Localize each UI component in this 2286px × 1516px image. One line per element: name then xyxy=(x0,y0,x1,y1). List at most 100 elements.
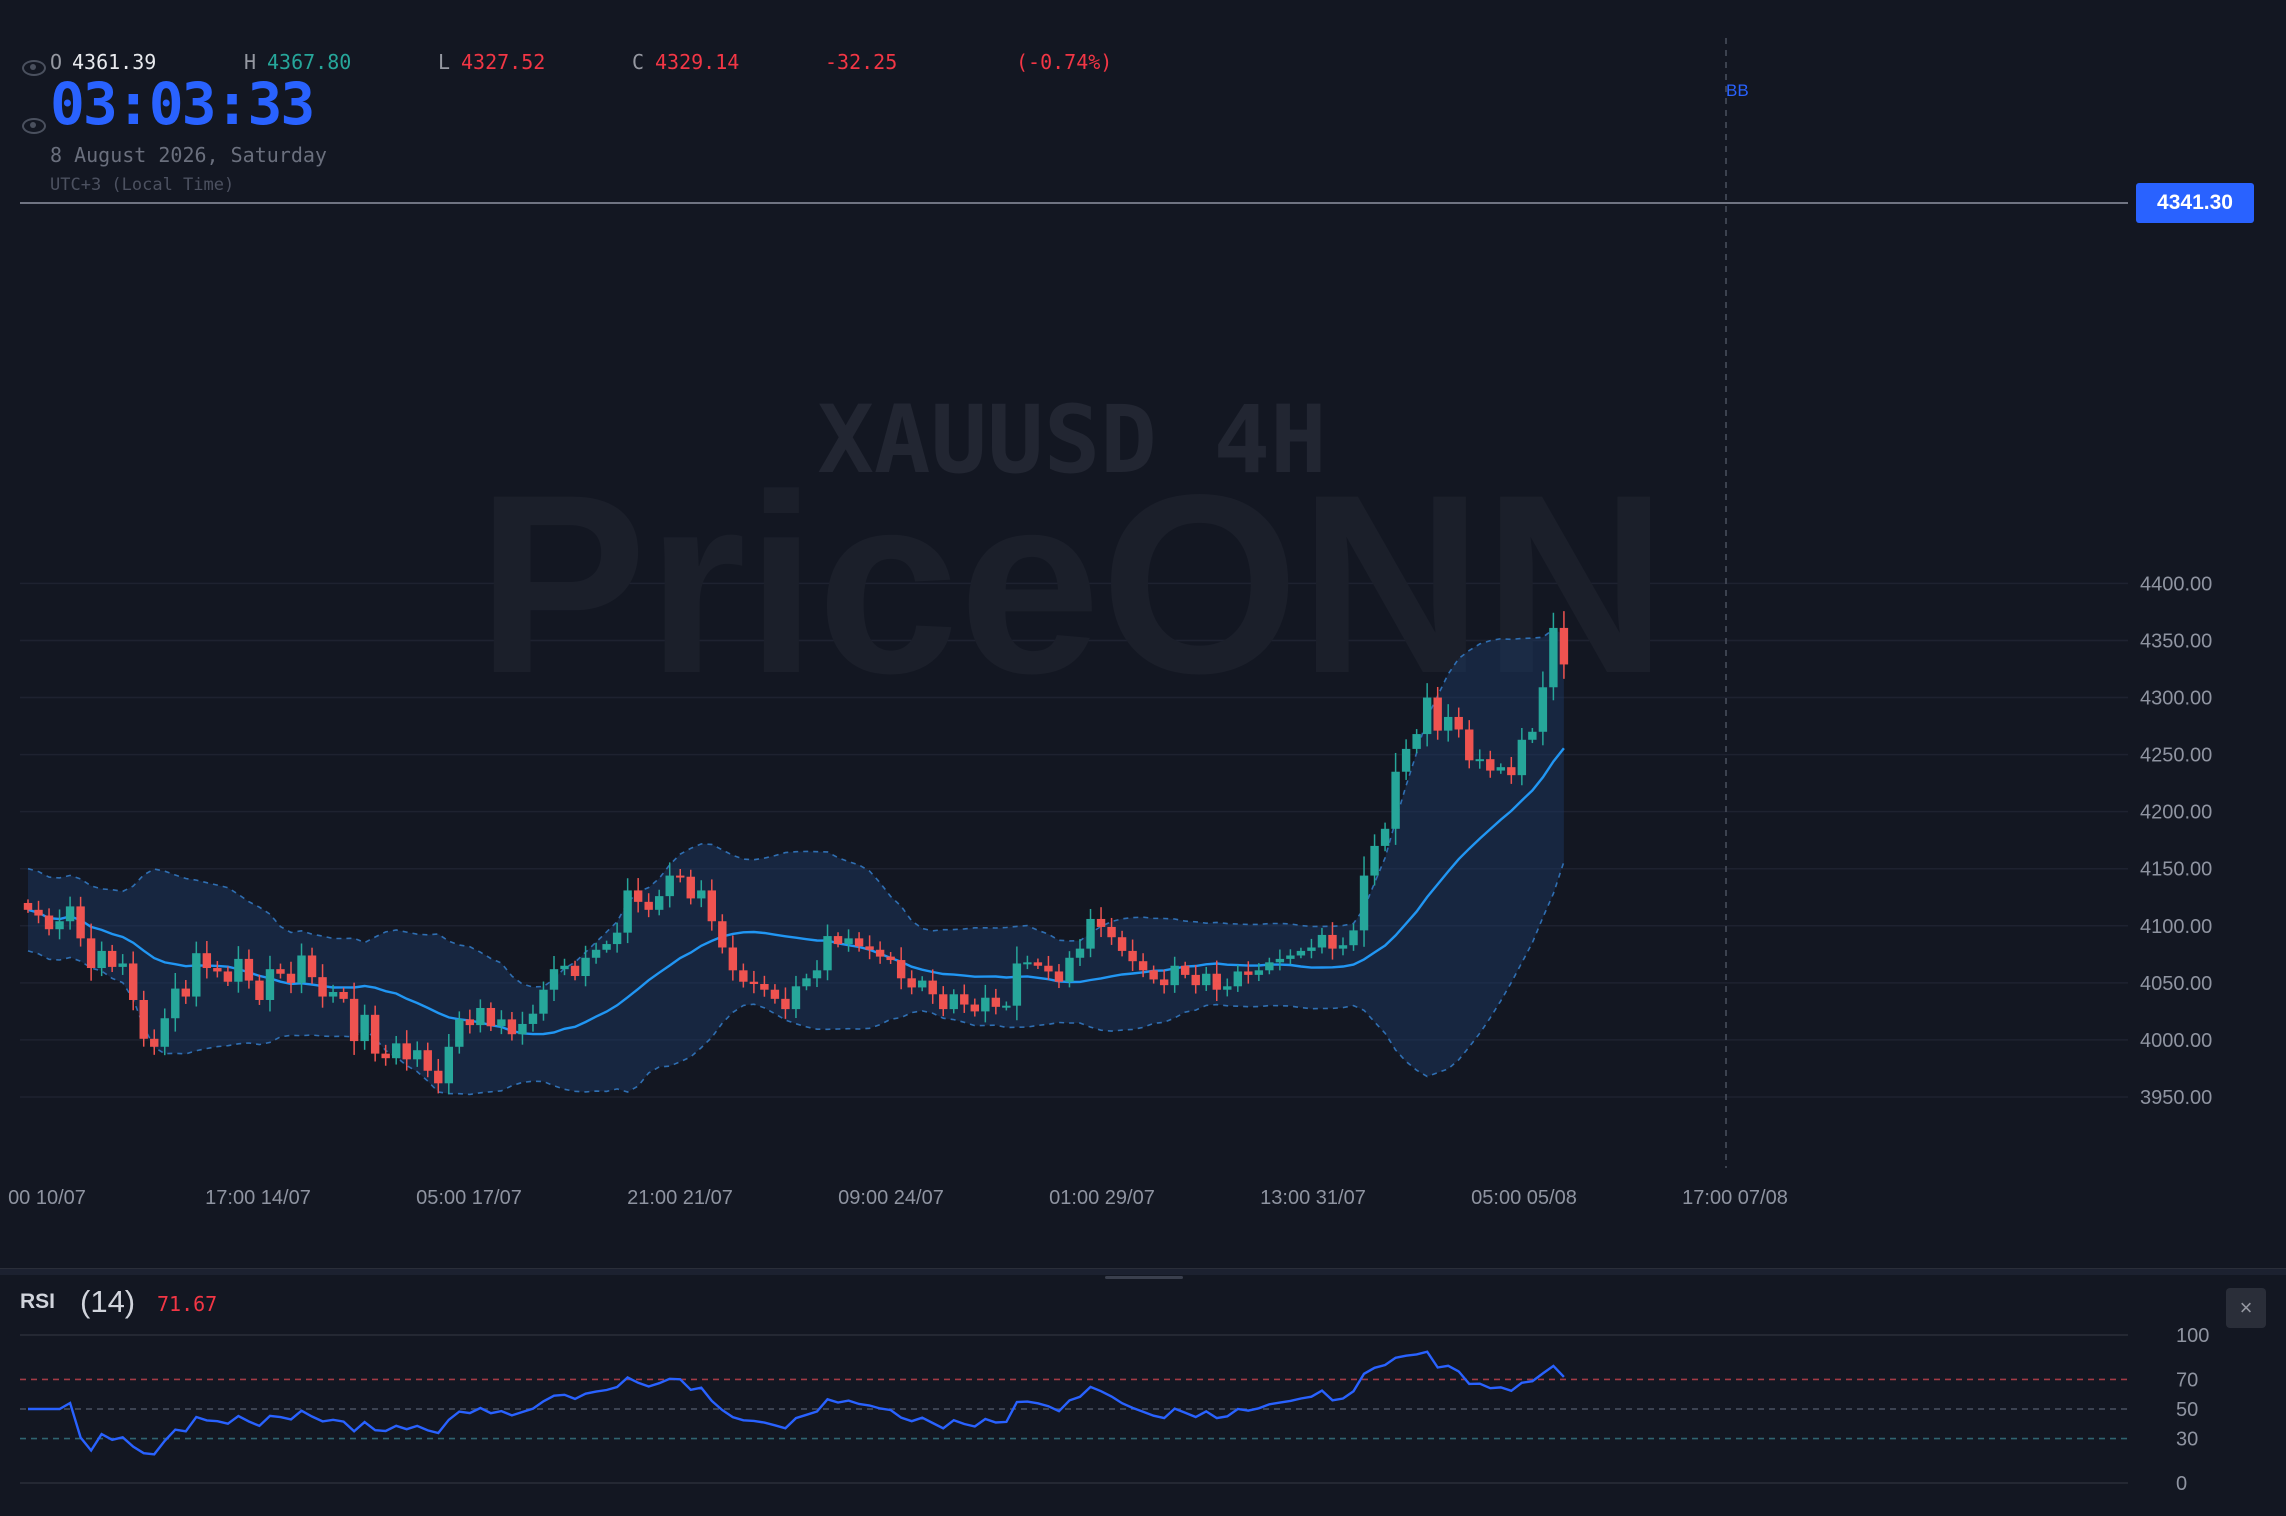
candle[interactable] xyxy=(297,943,306,994)
candle[interactable] xyxy=(1391,752,1400,845)
candle[interactable] xyxy=(991,988,1001,1015)
candle[interactable] xyxy=(1275,949,1285,971)
candle[interactable] xyxy=(1033,958,1043,970)
candle[interactable] xyxy=(1159,969,1169,994)
candle[interactable] xyxy=(328,984,338,1003)
candle[interactable] xyxy=(823,924,832,981)
candle[interactable] xyxy=(570,960,580,981)
candle[interactable] xyxy=(697,880,706,908)
candle[interactable] xyxy=(949,989,958,1014)
candle[interactable] xyxy=(539,981,548,1021)
candle[interactable] xyxy=(1065,951,1074,988)
candle[interactable] xyxy=(107,944,117,973)
candle[interactable] xyxy=(781,987,790,1019)
candle[interactable] xyxy=(1454,707,1463,738)
candle[interactable] xyxy=(728,935,738,981)
candle[interactable] xyxy=(791,975,801,1019)
candle[interactable] xyxy=(465,1009,475,1034)
candle[interactable] xyxy=(854,932,864,952)
candle[interactable] xyxy=(623,878,632,944)
candle[interactable] xyxy=(896,947,906,990)
candle[interactable] xyxy=(602,940,611,953)
candle[interactable] xyxy=(444,1034,453,1095)
candle[interactable] xyxy=(392,1035,401,1065)
rsi-chart[interactable]: 100 70 50 30 0 xyxy=(0,1275,2286,1516)
candle[interactable] xyxy=(150,1029,159,1055)
candle[interactable] xyxy=(1528,727,1537,744)
candle[interactable] xyxy=(1538,671,1548,746)
candle[interactable] xyxy=(44,908,54,936)
candle[interactable] xyxy=(434,1058,443,1094)
candle[interactable] xyxy=(581,945,590,987)
candle[interactable] xyxy=(486,1002,496,1032)
candle[interactable] xyxy=(1422,683,1432,747)
candle[interactable] xyxy=(633,878,643,913)
candle[interactable] xyxy=(1401,739,1411,780)
candle[interactable] xyxy=(97,941,106,977)
price-axis[interactable]: 3950.00 4000.00 4050.00 4100.00 4150.00 4200.… xyxy=(2140,573,2212,1109)
candle[interactable] xyxy=(1380,822,1390,852)
candle[interactable] xyxy=(676,868,685,883)
candle[interactable] xyxy=(86,923,96,981)
candle[interactable] xyxy=(1149,965,1158,984)
candle[interactable] xyxy=(1002,1001,1011,1011)
candle[interactable] xyxy=(171,972,180,1032)
candle[interactable] xyxy=(1338,937,1348,956)
candle[interactable] xyxy=(1496,763,1505,774)
candles[interactable] xyxy=(23,611,1569,1095)
candle[interactable] xyxy=(970,998,979,1017)
candle[interactable] xyxy=(1486,750,1495,778)
candle[interactable] xyxy=(1233,964,1242,992)
candle[interactable] xyxy=(76,896,85,947)
candle[interactable] xyxy=(318,964,327,1008)
candle[interactable] xyxy=(1212,960,1221,1002)
candle[interactable] xyxy=(34,900,43,924)
candle[interactable] xyxy=(707,879,716,931)
time-axis[interactable]: 00 10/07 17:00 14/07 05:00 17/07 21:00 21/0… xyxy=(8,1187,1788,1209)
candle[interactable] xyxy=(960,984,969,1013)
candle[interactable] xyxy=(476,999,485,1033)
candle[interactable] xyxy=(1317,927,1327,954)
candle[interactable] xyxy=(1244,961,1253,984)
candle[interactable] xyxy=(1559,611,1569,679)
candle[interactable] xyxy=(844,929,853,952)
candle[interactable] xyxy=(65,896,75,930)
candle[interactable] xyxy=(1223,978,1232,997)
candle[interactable] xyxy=(139,990,148,1047)
visibility-eye-icon[interactable] xyxy=(22,118,46,134)
candle[interactable] xyxy=(760,975,769,997)
candle[interactable] xyxy=(1307,938,1316,959)
candle[interactable] xyxy=(665,862,674,908)
candle[interactable] xyxy=(981,984,990,1023)
candle[interactable] xyxy=(718,914,727,954)
candle[interactable] xyxy=(202,941,212,979)
candle[interactable] xyxy=(549,955,559,1002)
candle[interactable] xyxy=(1465,720,1474,769)
candle[interactable] xyxy=(244,949,254,989)
candle[interactable] xyxy=(223,966,233,987)
candle[interactable] xyxy=(402,1030,411,1071)
candle[interactable] xyxy=(1096,907,1106,938)
candle[interactable] xyxy=(129,951,138,1011)
pane-divider[interactable] xyxy=(0,1268,2286,1275)
candle[interactable] xyxy=(507,1012,517,1041)
candle[interactable] xyxy=(276,963,285,979)
candle[interactable] xyxy=(1444,704,1453,742)
candle[interactable] xyxy=(518,1011,527,1045)
candle[interactable] xyxy=(1138,953,1148,978)
candle[interactable] xyxy=(1549,612,1558,701)
price-chart[interactable]: XAUUSD 4H PriceONN BB 3950.00 4000.00 4050… xyxy=(0,0,2286,1266)
candle[interactable] xyxy=(1296,947,1306,959)
candle[interactable] xyxy=(686,869,695,905)
candle[interactable] xyxy=(381,1044,390,1066)
candle[interactable] xyxy=(1107,917,1116,945)
candle[interactable] xyxy=(612,922,622,953)
candle[interactable] xyxy=(1517,727,1527,786)
candle[interactable] xyxy=(802,973,811,991)
candle[interactable] xyxy=(1433,686,1442,740)
candle[interactable] xyxy=(1170,956,1179,993)
candle[interactable] xyxy=(265,955,275,1012)
candle[interactable] xyxy=(55,909,64,940)
candle[interactable] xyxy=(1181,961,1190,979)
candle[interactable] xyxy=(1117,930,1127,957)
